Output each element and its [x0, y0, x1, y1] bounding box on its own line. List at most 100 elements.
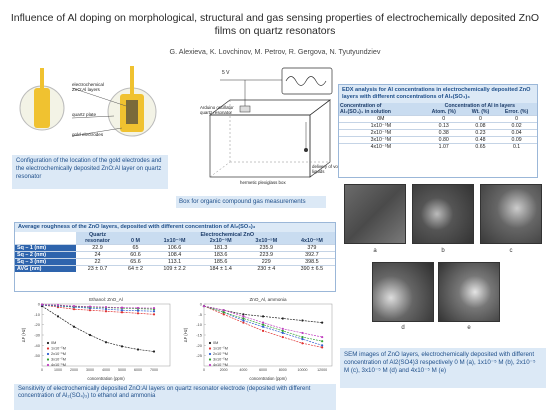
data-point — [261, 325, 265, 328]
data-point — [242, 319, 245, 322]
edx-cell: 0 — [496, 115, 537, 123]
edx-cell: 0.23 — [464, 129, 497, 137]
y-tick-label: -25 — [196, 353, 203, 358]
edx-col-wt: Wt. (%) — [464, 109, 497, 116]
table-row: Sq – 2 (nm) 24 60.6 108.4 183.6 223.9 392.7 — [15, 251, 335, 259]
sem-label-a: a — [373, 248, 377, 254]
rough-cell: 398.5 — [288, 258, 335, 266]
x-tick-label: 3000 — [86, 368, 94, 372]
table-row: 4x10⁻⁵M 1.07 0.65 0.1 — [339, 143, 537, 150]
data-point — [321, 346, 324, 349]
y-tick-label: -15 — [196, 333, 203, 338]
edx-panel: EDX analysis for Al concentrations in el… — [338, 84, 538, 178]
label-gold-electrodes: gold electrodes — [72, 132, 104, 137]
poster-title: Influence of Al doping on morphological,… — [10, 12, 540, 37]
data-point — [152, 313, 156, 316]
x-tick-label: 8000 — [279, 368, 287, 372]
legend-marker — [208, 363, 212, 367]
edx-head-solution: Al₂(SO₄)₃ in solution — [339, 109, 423, 116]
table-row: 0M 0 0 0 — [339, 115, 537, 123]
edx-cell: 0.02 — [496, 122, 537, 130]
sem-image-e — [438, 262, 500, 322]
rough-cell: 184 ± 1.4 — [197, 265, 244, 272]
chart-title: Ethanol: ZnO_Al — [89, 297, 123, 302]
data-point — [261, 323, 265, 326]
y-tick-label: 0 — [200, 302, 203, 307]
edx-col-error: Error. (%) — [496, 109, 537, 116]
box-diagram — [208, 67, 333, 178]
legend-marker — [46, 341, 50, 345]
plot-area — [203, 303, 333, 367]
rough-cell: 223.9 — [243, 251, 289, 259]
gold-lead-left — [40, 68, 44, 90]
label-arduino: Arduino oscillator quartz resonator — [200, 105, 234, 115]
edx-table: Concentration of Concentration of Al in … — [339, 103, 537, 150]
sem-label-e: e — [467, 325, 471, 331]
label-quartz-plate: quartz plate — [72, 112, 97, 117]
data-point — [72, 304, 76, 308]
data-point — [136, 306, 140, 310]
edx-cell: 1x10⁻⁵M — [339, 122, 423, 130]
data-point — [242, 315, 245, 318]
data-point — [261, 315, 265, 318]
legend-label: 2x10⁻⁵M — [51, 352, 66, 356]
rough-cell: 379 — [288, 244, 335, 252]
rough-cell: 64 ± 2 — [119, 265, 152, 272]
data-point — [281, 327, 284, 330]
x-tick-label: 4000 — [102, 368, 110, 372]
legend-marker — [208, 358, 212, 361]
ammonia-chart: ZnO_Al, ammonia 0 -5 -10 -15 -20 -25 0 2000 4000 6… — [183, 297, 333, 381]
x-tick-label: 0 — [41, 368, 43, 372]
series-line — [41, 304, 155, 312]
rough-cell: 22.9 — [75, 244, 120, 252]
rough-col: 2x10⁻⁵M — [197, 238, 244, 245]
edx-cell: 0.65 — [464, 143, 497, 150]
sem-label-c: c — [509, 248, 513, 254]
x-tick-label: 6000 — [259, 368, 267, 372]
rough-col: 4x10⁻⁵M — [288, 238, 335, 245]
edx-cell: 0.38 — [422, 129, 465, 137]
sem-image-a — [344, 184, 406, 244]
edx-head-al: Concentration of Al in layers — [422, 103, 537, 109]
series-line — [41, 304, 155, 310]
ethanol-chart: Ethanol: ZnO_Al 0 -10 -20 -30 -40 -50 0 1000 2000… — [21, 297, 171, 381]
legend-label: 2x10⁻⁵M — [213, 352, 228, 356]
gold-electrode-left — [34, 88, 50, 128]
rough-col: 3x10⁻⁵M — [243, 238, 289, 245]
rough-col: 0 M — [119, 238, 152, 245]
series-line — [41, 304, 155, 315]
data-point — [261, 321, 265, 324]
data-point — [120, 306, 124, 309]
data-point — [301, 331, 304, 335]
data-point — [88, 309, 92, 312]
resonator-diagram — [19, 66, 157, 137]
data-point — [222, 313, 225, 316]
label-hermetic-box: hermetic plexiglass box — [240, 180, 286, 185]
table-row: Sq – 3 (nm) 22 65.6 113.1 185.6 229 398.5 — [15, 258, 335, 266]
data-point — [72, 308, 76, 311]
legend-label: 0M — [213, 341, 218, 345]
edx-head-conc: Concentration of — [339, 103, 423, 109]
x-tick-label: 1000 — [54, 368, 62, 372]
table-row: 3x10⁻⁵M 0.80 0.48 0.09 — [339, 136, 537, 144]
table-row: Sq – 1 (nm) 22.9 65 106.6 181.3 235.9 379 — [15, 244, 335, 252]
edx-cell: 4x10⁻⁵M — [339, 143, 423, 150]
rough-cell: 392.7 — [288, 251, 335, 259]
x-tick-label: 6000 — [134, 368, 142, 372]
resonator-figure: electrochemical ZnO:Al layers quartz pla… — [14, 66, 164, 152]
edx-cell: 0.80 — [422, 136, 465, 144]
table-row: 1x10⁻⁵M 0.13 0.08 0.02 — [339, 122, 537, 130]
data-point — [242, 317, 245, 320]
data-point — [321, 335, 324, 339]
data-point — [152, 350, 156, 353]
rough-cell: 24 — [75, 251, 120, 259]
data-point — [40, 303, 44, 306]
x-tick-label: 2000 — [70, 368, 78, 372]
legend-label: 3x10⁻⁵M — [51, 358, 66, 362]
sem-image-b — [412, 184, 474, 244]
legend-label: 4x10⁻⁵M — [51, 363, 66, 367]
edx-head-conc-1: Concentration of — [340, 103, 382, 109]
legend-marker — [208, 347, 212, 350]
legend-marker — [208, 341, 212, 345]
edx-col-atom: Atom. (%) — [422, 109, 465, 116]
